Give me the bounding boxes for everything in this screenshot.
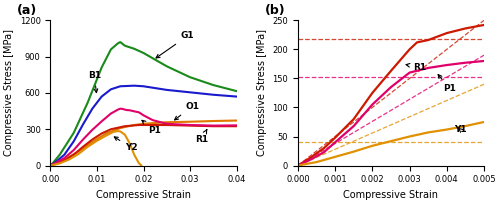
Text: R1: R1 (406, 63, 426, 72)
Text: Y1: Y1 (454, 125, 467, 134)
Y-axis label: Compressive Stress [MPa]: Compressive Stress [MPa] (257, 29, 267, 156)
X-axis label: Compressive Strain: Compressive Strain (96, 190, 191, 200)
Text: G1: G1 (156, 31, 194, 58)
Text: Y2: Y2 (114, 137, 138, 152)
X-axis label: Compressive Strain: Compressive Strain (344, 190, 438, 200)
Text: R1: R1 (194, 130, 208, 144)
Text: (a): (a) (17, 4, 37, 17)
Y-axis label: Compressive Stress [MPa]: Compressive Stress [MPa] (4, 29, 14, 156)
Text: (b): (b) (264, 4, 285, 17)
Text: P1: P1 (438, 75, 456, 93)
Text: O1: O1 (174, 102, 200, 120)
Text: B1: B1 (88, 71, 101, 93)
Text: P1: P1 (142, 120, 161, 135)
